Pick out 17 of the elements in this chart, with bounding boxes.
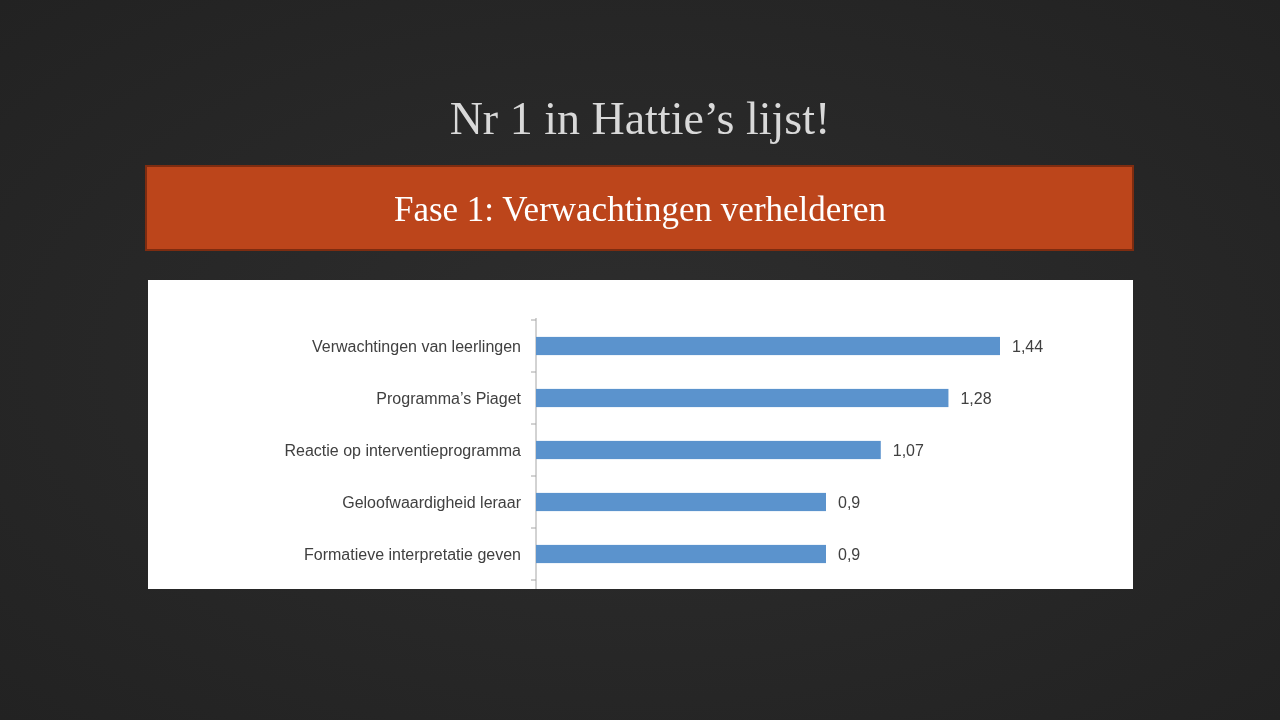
data-label: 0,9 bbox=[838, 545, 861, 563]
bar bbox=[536, 440, 881, 460]
chart-title: Nr 1 in Hattie’s lijst! bbox=[449, 93, 831, 144]
data-label: 1,28 bbox=[960, 389, 992, 407]
bar bbox=[536, 336, 1000, 356]
data-label: 1,07 bbox=[892, 441, 925, 459]
y-tick-label: Programma’s Piaget bbox=[376, 389, 522, 407]
chart-subtitle: Fase 1: Verwachtingen verhelderen bbox=[393, 190, 887, 229]
y-tick-label: Reactie op interventieprogramma bbox=[284, 441, 522, 459]
y-tick-label: Geloofwaardigheid leraar bbox=[342, 493, 522, 511]
data-label: 1,44 bbox=[1012, 337, 1044, 355]
bar bbox=[536, 544, 826, 564]
bar bbox=[536, 388, 949, 408]
y-tick-label: Verwachtingen van leerlingen bbox=[311, 337, 521, 355]
y-tick-label: Formatieve interpretatie geven bbox=[304, 545, 521, 563]
bar bbox=[536, 492, 826, 512]
data-label: 0,9 bbox=[838, 493, 861, 511]
